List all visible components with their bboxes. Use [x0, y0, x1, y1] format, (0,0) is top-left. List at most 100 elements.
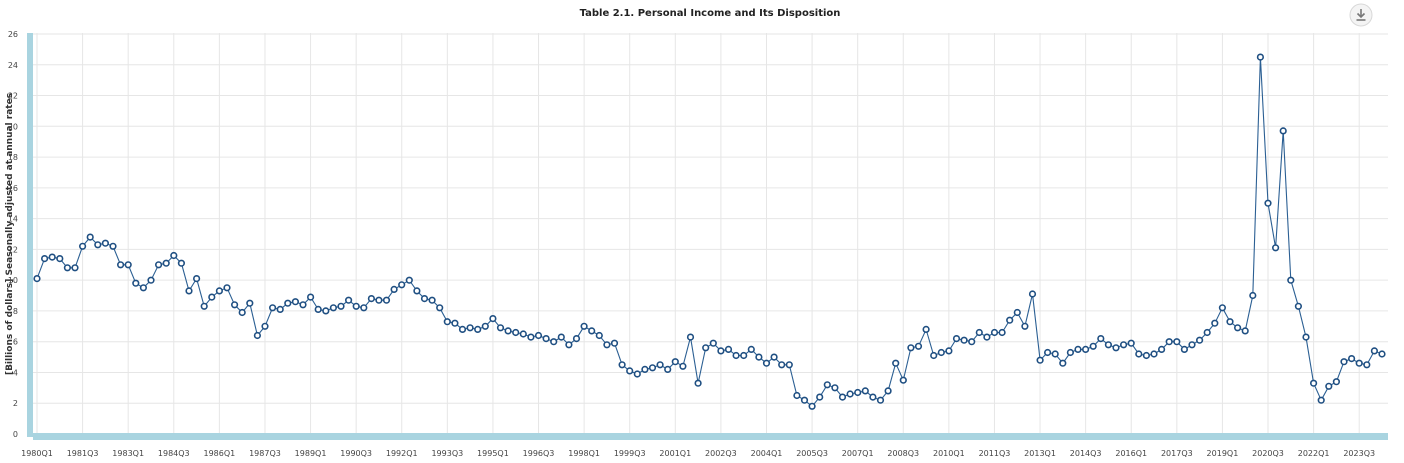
data-point[interactable] — [1211, 319, 1219, 327]
data-point[interactable] — [1051, 350, 1059, 358]
data-point[interactable] — [40, 255, 49, 263]
data-point[interactable] — [664, 365, 672, 374]
data-point[interactable] — [1325, 382, 1333, 390]
data-point[interactable] — [200, 302, 208, 310]
data-point[interactable] — [808, 402, 816, 410]
data-point[interactable] — [314, 305, 322, 314]
data-point[interactable] — [322, 307, 330, 315]
data-point[interactable] — [922, 325, 930, 334]
data-point[interactable] — [1226, 318, 1234, 326]
data-point[interactable] — [1173, 338, 1181, 346]
data-point[interactable] — [512, 328, 520, 337]
data-point[interactable] — [1104, 341, 1112, 349]
data-point[interactable] — [1309, 379, 1318, 387]
data-point[interactable] — [892, 359, 900, 367]
data-point[interactable] — [534, 331, 543, 340]
data-point[interactable] — [1006, 316, 1014, 324]
data-point[interactable] — [124, 261, 132, 269]
data-point[interactable] — [116, 261, 125, 269]
download-button[interactable] — [1349, 3, 1373, 27]
data-point[interactable] — [755, 353, 763, 361]
data-point[interactable] — [603, 341, 611, 349]
data-point[interactable] — [261, 322, 269, 330]
data-point[interactable] — [360, 304, 368, 312]
data-point[interactable] — [550, 338, 558, 346]
data-point[interactable] — [1195, 336, 1204, 344]
data-point[interactable] — [147, 276, 155, 284]
data-point[interactable] — [162, 259, 170, 267]
data-point[interactable] — [1241, 327, 1249, 335]
data-point[interactable] — [740, 351, 748, 360]
data-point[interactable] — [1271, 244, 1280, 252]
data-point[interactable] — [702, 344, 710, 352]
data-point[interactable] — [1043, 348, 1052, 357]
data-point[interactable] — [793, 391, 801, 400]
data-point[interactable] — [71, 264, 79, 272]
data-point[interactable] — [869, 393, 877, 401]
data-point[interactable] — [1378, 350, 1386, 358]
data-point[interactable] — [785, 361, 793, 369]
data-point[interactable] — [527, 333, 535, 341]
data-point[interactable] — [246, 299, 254, 307]
data-point[interactable] — [945, 347, 953, 355]
data-point[interactable] — [132, 279, 140, 287]
data-point[interactable] — [390, 285, 398, 294]
data-point[interactable] — [193, 275, 201, 283]
data-point[interactable] — [823, 381, 831, 389]
data-point[interactable] — [101, 239, 109, 247]
data-point[interactable] — [1119, 341, 1128, 349]
data-point[interactable] — [1021, 322, 1029, 330]
data-point[interactable] — [86, 233, 94, 241]
data-point[interactable] — [610, 339, 619, 347]
data-point[interactable] — [177, 259, 185, 267]
data-point[interactable] — [717, 347, 725, 355]
data-point[interactable] — [155, 261, 163, 269]
data-point[interactable] — [466, 324, 474, 332]
data-point[interactable] — [1256, 53, 1264, 61]
data-point[interactable] — [800, 396, 809, 404]
data-point[interactable] — [1127, 339, 1135, 347]
data-point[interactable] — [854, 388, 862, 397]
data-point[interactable] — [1203, 328, 1211, 337]
data-point[interactable] — [1059, 359, 1067, 367]
data-point[interactable] — [709, 339, 717, 347]
data-point[interactable] — [1135, 350, 1143, 358]
data-point[interactable] — [846, 390, 854, 398]
data-point[interactable] — [686, 333, 695, 341]
data-point[interactable] — [1089, 342, 1097, 350]
data-point[interactable] — [48, 253, 56, 261]
data-point[interactable] — [170, 251, 178, 260]
data-point[interactable] — [291, 298, 300, 306]
data-point[interactable] — [109, 242, 117, 250]
data-point[interactable] — [778, 361, 786, 369]
data-point[interactable] — [94, 241, 102, 249]
data-point[interactable] — [458, 325, 467, 334]
data-point[interactable] — [238, 308, 246, 317]
data-point[interactable] — [1150, 350, 1158, 358]
data-point[interactable] — [1188, 341, 1196, 349]
data-point[interactable] — [1287, 276, 1295, 284]
data-point[interactable] — [572, 335, 581, 343]
data-point[interactable] — [436, 304, 444, 312]
data-point[interactable] — [876, 396, 885, 404]
data-point[interactable] — [1264, 199, 1272, 207]
data-point[interactable] — [831, 384, 839, 392]
data-point[interactable] — [626, 367, 634, 375]
data-point[interactable] — [382, 296, 391, 304]
data-point[interactable] — [1013, 308, 1021, 317]
data-point[interactable] — [1279, 127, 1287, 135]
data-point[interactable] — [1249, 291, 1257, 300]
data-point[interactable] — [1097, 335, 1105, 343]
data-point[interactable] — [1066, 348, 1074, 357]
data-point[interactable] — [208, 293, 216, 301]
data-point[interactable] — [724, 345, 733, 354]
data-point[interactable] — [1074, 345, 1082, 354]
data-point[interactable] — [1370, 347, 1378, 355]
data-point[interactable] — [1347, 355, 1356, 363]
data-point[interactable] — [215, 287, 223, 295]
data-point[interactable] — [375, 296, 383, 304]
data-point[interactable] — [1112, 344, 1120, 352]
data-point[interactable] — [983, 333, 991, 341]
data-point[interactable] — [1081, 345, 1090, 354]
data-point[interactable] — [770, 353, 778, 361]
